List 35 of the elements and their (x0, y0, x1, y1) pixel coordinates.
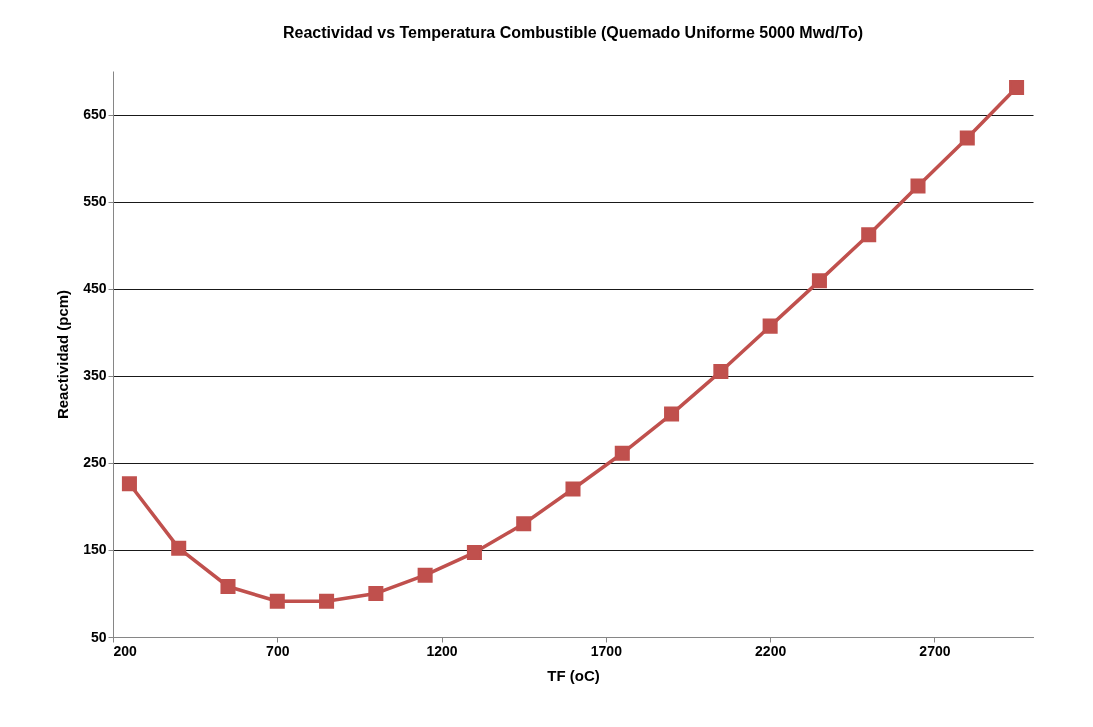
point (614, 445, 630, 461)
point (319, 593, 335, 609)
point (565, 481, 581, 497)
point (811, 273, 827, 289)
y-axis-title: Reactividad (pcm) (54, 289, 72, 420)
point (121, 476, 137, 492)
x-tick-label: 2200 (755, 642, 787, 659)
y-tick-label: 50 (90, 628, 107, 645)
point (171, 540, 187, 556)
y-tick-label: 250 (83, 454, 107, 471)
x-tick-label: 2700 (919, 642, 951, 659)
point (910, 178, 926, 194)
y-tick-label: 550 (83, 193, 107, 210)
y-tick-label: 350 (83, 367, 107, 384)
point (861, 227, 877, 243)
point (417, 567, 433, 583)
x-tick-label: 1700 (590, 642, 623, 659)
y-tick-label: 450 (83, 280, 107, 297)
chart-title: Reactividad vs Temperatura Combustible (Quemado Uniforme 5000 Mwd/To) (283, 24, 863, 41)
x-tick-label: 700 (266, 642, 290, 659)
point (220, 578, 236, 595)
x-tick-label: 200 (113, 642, 138, 659)
x-tick-label: 1200 (426, 642, 458, 659)
y-tick-label: 150 (83, 541, 107, 558)
point (713, 363, 729, 379)
point (516, 516, 532, 532)
point (762, 318, 778, 334)
point (664, 406, 680, 422)
x-axis-title: TF (oC) (547, 666, 600, 684)
point (368, 585, 384, 601)
point (269, 593, 285, 609)
point (959, 130, 975, 146)
y-tick-label: 650 (83, 106, 107, 123)
point (466, 545, 482, 561)
point (1009, 80, 1025, 96)
